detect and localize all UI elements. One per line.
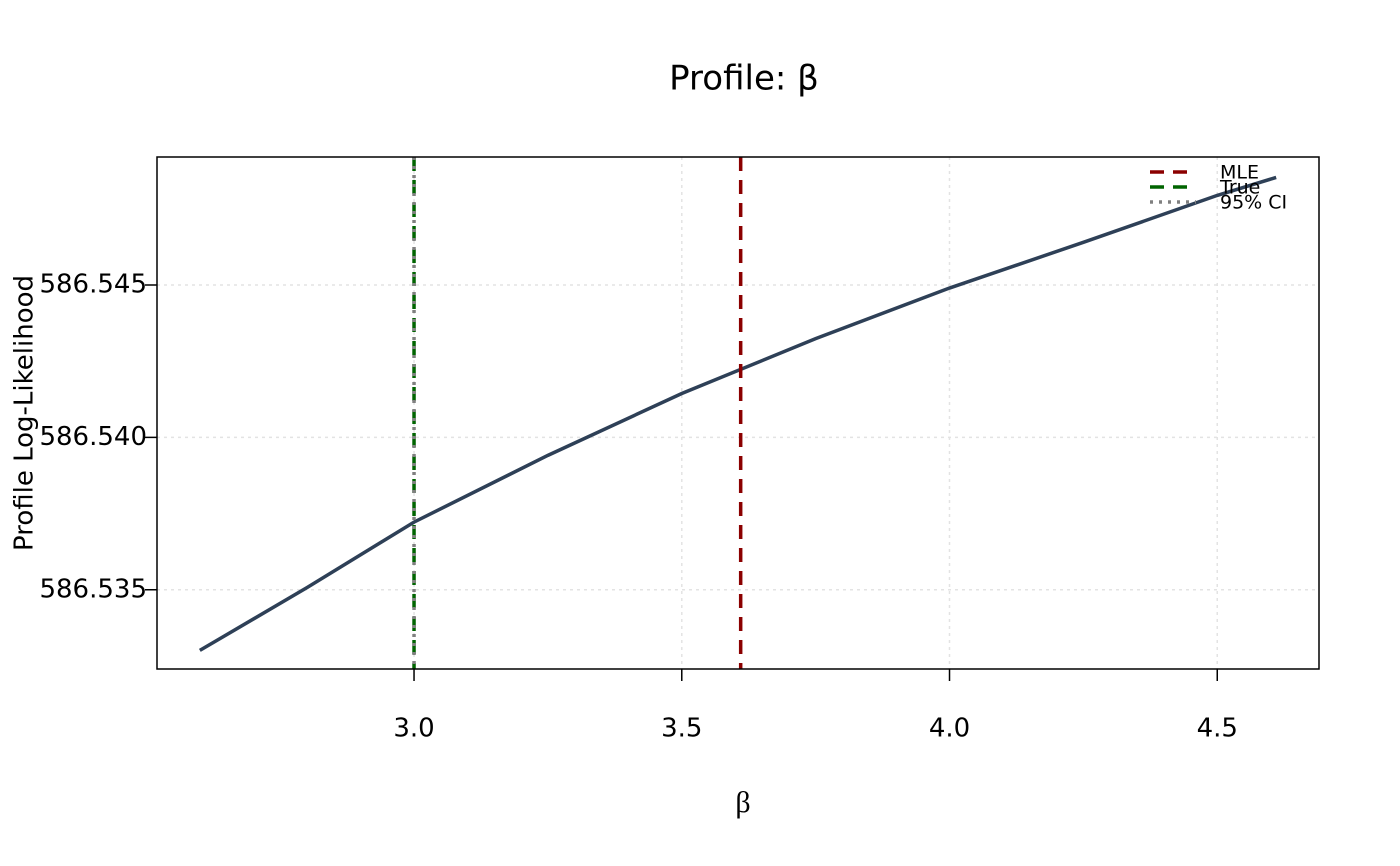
chart-title: Profile: β	[669, 59, 819, 99]
y-tick-label: 586.540	[39, 422, 147, 452]
x-tick-label: 3.5	[661, 714, 702, 744]
x-tick-label: 4.0	[929, 714, 970, 744]
x-tick-label: 3.0	[393, 714, 434, 744]
y-tick-label: 586.545	[39, 270, 147, 300]
data-line	[198, 175, 1277, 652]
legend-label: True	[1219, 177, 1260, 199]
legend-label: MLE	[1220, 162, 1259, 184]
x-axis-label: β	[735, 786, 750, 819]
x-tick-label: 4.5	[1197, 714, 1238, 744]
y-axis-label: Profile Log-Likelihood	[10, 275, 40, 551]
legend-label: 95% CI	[1220, 192, 1287, 214]
plot-frame	[156, 156, 1320, 670]
y-tick-label: 586.535	[39, 574, 147, 604]
